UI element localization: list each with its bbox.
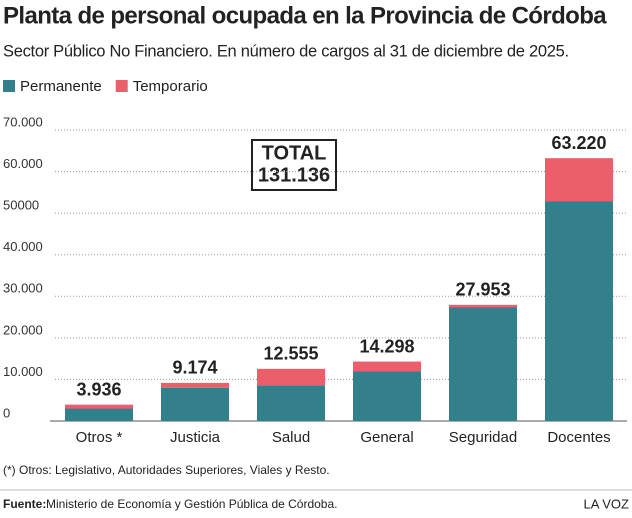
y-tick-label: 10.000: [3, 364, 43, 379]
total-label: 9.174: [172, 358, 217, 378]
total-value: 131.136: [258, 164, 330, 186]
y-tick-label: 20.000: [3, 322, 43, 337]
bar-segment: [449, 307, 517, 421]
bar-segment: [161, 382, 229, 388]
y-tick-label: 50000: [3, 198, 39, 213]
x-tick-label: General: [360, 429, 413, 446]
source: Ministerio de Economía y Gestión Pública…: [46, 497, 338, 511]
x-tick-label: Otros *: [76, 429, 123, 446]
bar-segment: [449, 304, 517, 308]
y-tick-label: 30.000: [3, 281, 43, 296]
total-label: 3.936: [76, 379, 121, 399]
bar-segment: [65, 408, 133, 421]
x-tick-label: Docentes: [547, 429, 610, 446]
total-title: TOTAL: [262, 142, 327, 164]
total-label: 12.555: [263, 344, 318, 364]
x-tick-label: Salud: [272, 429, 310, 446]
source-label: Fuente:: [3, 497, 46, 511]
bar-segment: [545, 201, 613, 421]
total-box: [251, 139, 337, 191]
legend-label: Temporario: [133, 78, 208, 95]
chart-subtitle: Sector Público No Financiero. En número …: [3, 42, 569, 60]
bar-segment: [65, 404, 133, 409]
total-label: 27.953: [455, 280, 510, 300]
x-tick-label: Justicia: [170, 429, 221, 446]
footnote: (*) Otros: Legislativo, Autoridades Supe…: [3, 463, 330, 477]
bar-segment: [353, 371, 421, 421]
total-label: 14.298: [359, 336, 414, 356]
legend-swatch: [3, 80, 15, 92]
legend-label: Permanente: [20, 78, 102, 95]
x-tick-label: Seguridad: [449, 429, 517, 446]
bar-segment: [257, 385, 325, 421]
bar-segment: [161, 387, 229, 421]
y-tick-label: 70.000: [3, 114, 43, 129]
total-label: 63.220: [551, 133, 606, 153]
bar-segment: [353, 361, 421, 372]
bar-segment: [545, 158, 613, 202]
chart-title: Planta de personal ocupada en la Provinc…: [3, 2, 607, 29]
y-tick-label: 0: [3, 405, 10, 420]
brand: LA VOZ: [583, 496, 629, 511]
legend-swatch: [115, 80, 128, 92]
y-tick-label: 60.000: [3, 156, 43, 171]
bar-segment: [257, 368, 325, 386]
y-tick-label: 40.000: [3, 239, 43, 254]
